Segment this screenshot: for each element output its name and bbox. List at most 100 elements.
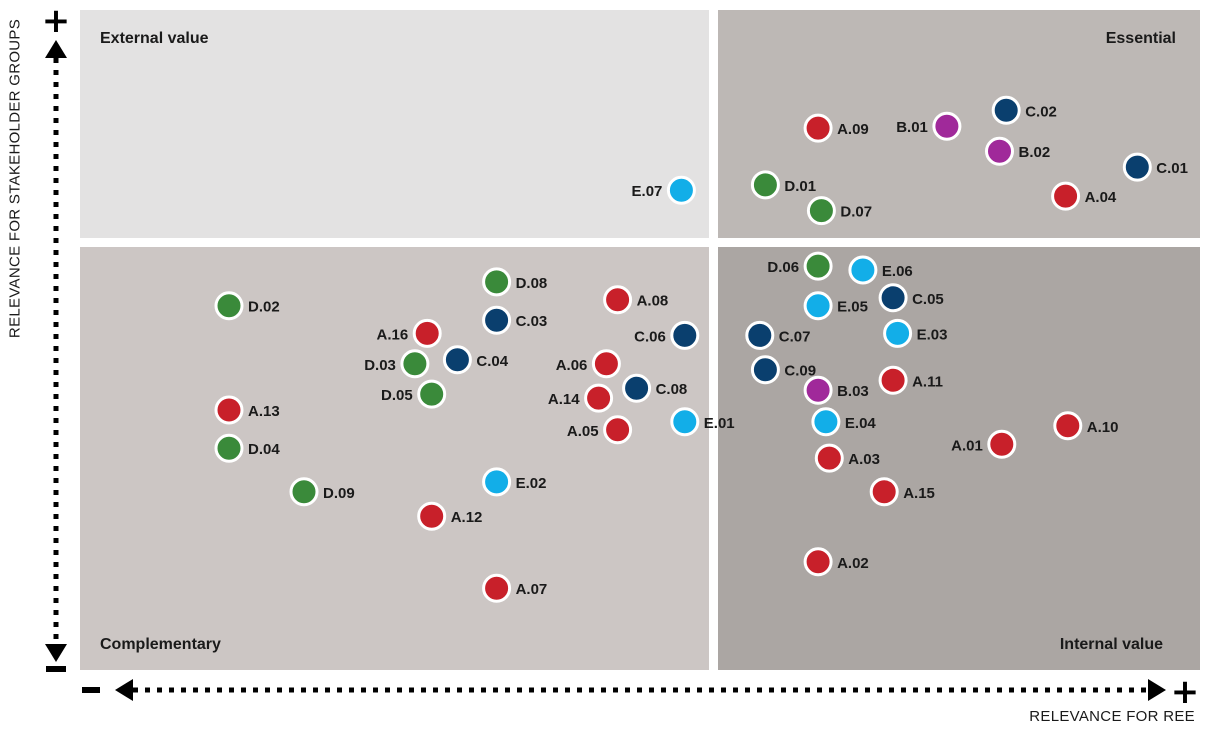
point-label-e-07: E.07 bbox=[632, 183, 663, 200]
y-axis-arrow-down bbox=[45, 644, 67, 662]
point-d-07 bbox=[806, 196, 836, 226]
point-label-a-02: A.02 bbox=[837, 555, 869, 572]
y-axis-arrow-up bbox=[45, 40, 67, 58]
point-label-d-07: D.07 bbox=[840, 204, 872, 221]
point-a-12 bbox=[417, 501, 447, 531]
point-label-a-08: A.08 bbox=[637, 293, 669, 310]
point-label-a-10: A.10 bbox=[1087, 419, 1119, 436]
point-e-06 bbox=[848, 255, 878, 285]
point-c-05 bbox=[878, 283, 908, 313]
point-label-d-08: D.08 bbox=[516, 275, 548, 292]
point-label-d-03: D.03 bbox=[364, 357, 396, 374]
point-label-a-04: A.04 bbox=[1085, 189, 1117, 206]
point-c-04 bbox=[442, 345, 472, 375]
point-label-d-02: D.02 bbox=[248, 299, 280, 316]
point-a-01 bbox=[987, 429, 1017, 459]
quadrant-label-internal-value: Internal value bbox=[1059, 636, 1163, 653]
point-e-01 bbox=[670, 407, 700, 437]
quadrant-label-complementary: Complementary bbox=[100, 636, 221, 653]
point-label-c-06: C.06 bbox=[634, 328, 666, 345]
point-a-06 bbox=[591, 349, 621, 379]
point-label-d-05: D.05 bbox=[381, 387, 413, 404]
point-label-d-06: D.06 bbox=[767, 259, 799, 276]
point-label-c-01: C.01 bbox=[1156, 160, 1188, 177]
point-label-e-04: E.04 bbox=[845, 415, 877, 432]
x-axis-plus-sign: + bbox=[1171, 672, 1200, 712]
point-label-c-09: C.09 bbox=[784, 363, 816, 380]
point-label-a-05: A.05 bbox=[567, 423, 599, 440]
x-axis-arrow-left bbox=[115, 679, 133, 701]
x-axis-label: RELEVANCE FOR REE bbox=[1029, 708, 1195, 725]
point-a-13 bbox=[214, 395, 244, 425]
point-label-b-01: B.01 bbox=[896, 119, 928, 136]
point-label-e-03: E.03 bbox=[917, 326, 948, 343]
point-label-a-15: A.15 bbox=[903, 485, 935, 502]
point-label-a-06: A.06 bbox=[556, 357, 588, 374]
x-axis-minus-sign bbox=[82, 687, 100, 693]
point-label-a-11: A.11 bbox=[912, 373, 943, 390]
point-label-a-03: A.03 bbox=[848, 451, 880, 468]
point-label-d-09: D.09 bbox=[323, 485, 355, 502]
point-label-e-06: E.06 bbox=[882, 263, 913, 280]
point-d-02 bbox=[214, 291, 244, 321]
point-c-03 bbox=[482, 305, 512, 335]
point-a-10 bbox=[1053, 411, 1083, 441]
point-label-b-03: B.03 bbox=[837, 383, 869, 400]
point-a-15 bbox=[869, 477, 899, 507]
x-axis-arrow-right bbox=[1148, 679, 1166, 701]
point-e-05 bbox=[803, 291, 833, 321]
point-c-02 bbox=[991, 95, 1021, 125]
point-a-03 bbox=[814, 443, 844, 473]
point-a-05 bbox=[603, 415, 633, 445]
point-a-08 bbox=[603, 285, 633, 315]
point-d-05 bbox=[417, 379, 447, 409]
point-label-c-04: C.04 bbox=[476, 353, 508, 370]
point-a-09 bbox=[803, 113, 833, 143]
point-label-a-07: A.07 bbox=[516, 581, 548, 598]
point-d-04 bbox=[214, 433, 244, 463]
point-label-a-01: A.01 bbox=[951, 437, 983, 454]
quadrant-internal-value bbox=[718, 247, 1200, 670]
point-label-a-14: A.14 bbox=[548, 391, 580, 408]
quadrant-complementary bbox=[80, 247, 709, 670]
y-axis-minus-sign bbox=[46, 666, 66, 672]
point-b-02 bbox=[985, 136, 1014, 166]
point-label-c-02: C.02 bbox=[1025, 103, 1057, 120]
point-label-d-04: D.04 bbox=[248, 441, 280, 458]
point-a-14 bbox=[584, 383, 614, 413]
point-c-01 bbox=[1122, 152, 1152, 182]
data-points: A.09 B.01 C.02 B.02 C.01 D.01 A.04 E.07 D.07 D.06… bbox=[214, 95, 1188, 603]
point-label-e-02: E.02 bbox=[516, 475, 547, 492]
point-d-06 bbox=[803, 251, 833, 281]
point-d-03 bbox=[400, 349, 430, 379]
point-label-c-05: C.05 bbox=[912, 291, 944, 308]
point-label-e-05: E.05 bbox=[837, 299, 868, 316]
point-c-07 bbox=[745, 320, 775, 350]
y-axis-plus-sign: + bbox=[42, 1, 71, 41]
point-label-a-09: A.09 bbox=[837, 121, 869, 138]
point-c-09 bbox=[750, 355, 780, 385]
point-a-11 bbox=[878, 365, 908, 395]
point-label-b-02: B.02 bbox=[1019, 144, 1051, 161]
point-b-03 bbox=[803, 375, 833, 405]
point-label-a-13: A.13 bbox=[248, 403, 280, 420]
point-e-07 bbox=[666, 175, 696, 205]
quadrant-label-external-value: External value bbox=[100, 30, 209, 47]
quadrant-external-value bbox=[80, 10, 709, 238]
point-d-01 bbox=[750, 170, 780, 200]
point-label-c-08: C.08 bbox=[656, 381, 688, 398]
point-c-08 bbox=[622, 373, 652, 403]
point-b-01 bbox=[932, 111, 962, 141]
point-d-09 bbox=[289, 477, 319, 507]
point-a-02 bbox=[803, 547, 833, 577]
point-a-07 bbox=[482, 573, 512, 603]
point-e-02 bbox=[482, 467, 512, 497]
point-label-e-01: E.01 bbox=[704, 415, 735, 432]
point-e-03 bbox=[883, 318, 913, 348]
quadrant-label-essential: Essential bbox=[1105, 30, 1176, 47]
point-label-c-07: C.07 bbox=[779, 328, 811, 345]
point-d-08 bbox=[482, 267, 512, 297]
point-label-a-16: A.16 bbox=[377, 326, 409, 343]
point-label-d-01: D.01 bbox=[784, 178, 816, 195]
